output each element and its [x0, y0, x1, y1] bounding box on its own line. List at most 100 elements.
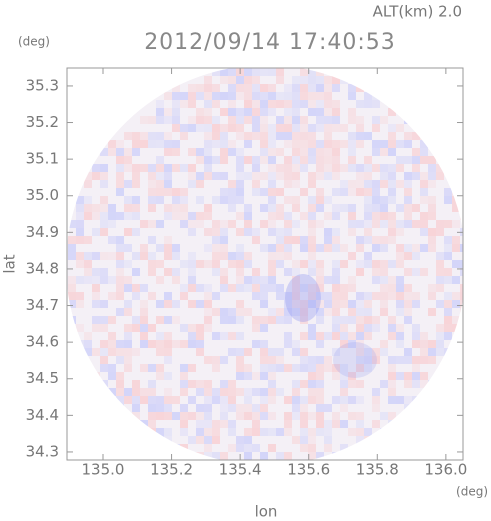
radar-cell: [308, 228, 316, 236]
radar-cell: [364, 428, 372, 436]
radar-cell: [284, 292, 292, 300]
radar-cell: [164, 140, 172, 148]
radar-cell: [140, 308, 148, 316]
radar-cell: [124, 364, 132, 372]
radar-cell: [92, 284, 100, 292]
radar-cell: [92, 300, 100, 308]
radar-cell: [300, 348, 308, 356]
radar-cell: [388, 428, 396, 436]
radar-cell: [124, 356, 132, 364]
radar-cell: [164, 316, 172, 324]
radar-cell: [380, 380, 388, 388]
radar-cell: [324, 140, 332, 148]
radar-cell: [332, 420, 340, 428]
radar-cell: [316, 404, 324, 412]
radar-cell: [204, 148, 212, 156]
radar-cell: [204, 412, 212, 420]
radar-cell: [116, 260, 124, 268]
radar-cell: [324, 212, 332, 220]
radar-cell: [212, 420, 220, 428]
radar-cell: [156, 260, 164, 268]
radar-cell: [460, 212, 463, 220]
radar-cell: [412, 292, 420, 300]
radar-cell: [356, 396, 364, 404]
radar-cell: [372, 140, 380, 148]
radar-cell: [268, 148, 276, 156]
radar-cell: [268, 316, 276, 324]
radar-cell: [268, 180, 276, 188]
radar-cell: [324, 172, 332, 180]
radar-cell: [452, 180, 460, 188]
radar-cell: [164, 372, 172, 380]
radar-cell: [412, 132, 420, 140]
radar-cell: [116, 356, 124, 364]
radar-cell: [316, 292, 324, 300]
radar-cell: [84, 340, 92, 348]
radar-cell: [284, 428, 292, 436]
radar-cell: [228, 428, 236, 436]
radar-cell: [116, 284, 124, 292]
radar-cell: [436, 252, 444, 260]
radar-cell: [156, 156, 164, 164]
radar-cell: [436, 348, 444, 356]
radar-cell: [340, 324, 348, 332]
radar-cell: [332, 332, 340, 340]
radar-cell: [252, 444, 260, 452]
radar-cell: [260, 140, 268, 148]
radar-cell: [68, 292, 76, 300]
radar-cell: [84, 332, 92, 340]
radar-cell: [196, 220, 204, 228]
radar-cell: [308, 236, 316, 244]
radar-cell: [372, 396, 380, 404]
radar-cell: [244, 68, 252, 76]
radar-cell: [236, 132, 244, 140]
x-tick-label: 135.2: [150, 461, 193, 479]
radar-cell: [252, 292, 260, 300]
radar-cell: [188, 412, 196, 420]
x-unit: (deg): [456, 485, 488, 499]
radar-cell: [156, 132, 164, 140]
radar-cell: [380, 276, 388, 284]
radar-cell: [268, 444, 276, 452]
radar-cell: [324, 92, 332, 100]
radar-cell: [100, 340, 108, 348]
radar-cell: [316, 356, 324, 364]
radar-cell: [436, 372, 444, 380]
radar-cell: [356, 332, 364, 340]
radar-cell: [180, 100, 188, 108]
radar-cell: [420, 172, 428, 180]
radar-cell: [316, 164, 324, 172]
radar-cell: [284, 220, 292, 228]
radar-cell: [172, 340, 180, 348]
radar-cell: [156, 188, 164, 196]
radar-cell: [220, 276, 228, 284]
radar-cell: [260, 204, 268, 212]
altitude-label: ALT(km) 2.0: [373, 3, 462, 21]
radar-cell: [332, 284, 340, 292]
radar-cell: [228, 124, 236, 132]
radar-cell: [412, 204, 420, 212]
radar-cell: [340, 140, 348, 148]
radar-cell: [412, 268, 420, 276]
radar-cell: [332, 236, 340, 244]
radar-cell: [268, 244, 276, 252]
radar-cell: [148, 204, 156, 212]
radar-cell: [180, 404, 188, 412]
radar-cell: [276, 132, 284, 140]
radar-cell: [196, 148, 204, 156]
radar-cell: [372, 220, 380, 228]
radar-image: [67, 68, 476, 460]
radar-cell: [292, 132, 300, 140]
radar-cell: [316, 148, 324, 156]
radar-cell: [260, 188, 268, 196]
radar-cell: [308, 428, 316, 436]
radar-cell: [228, 252, 236, 260]
radar-cell: [468, 284, 476, 292]
radar-cell: [428, 388, 436, 396]
radar-cell: [108, 212, 116, 220]
radar-cell: [188, 340, 196, 348]
radar-cell: [388, 164, 396, 172]
y-tick-label: 35.1: [26, 150, 59, 168]
radar-cell: [332, 260, 340, 268]
radar-cell: [212, 364, 220, 372]
